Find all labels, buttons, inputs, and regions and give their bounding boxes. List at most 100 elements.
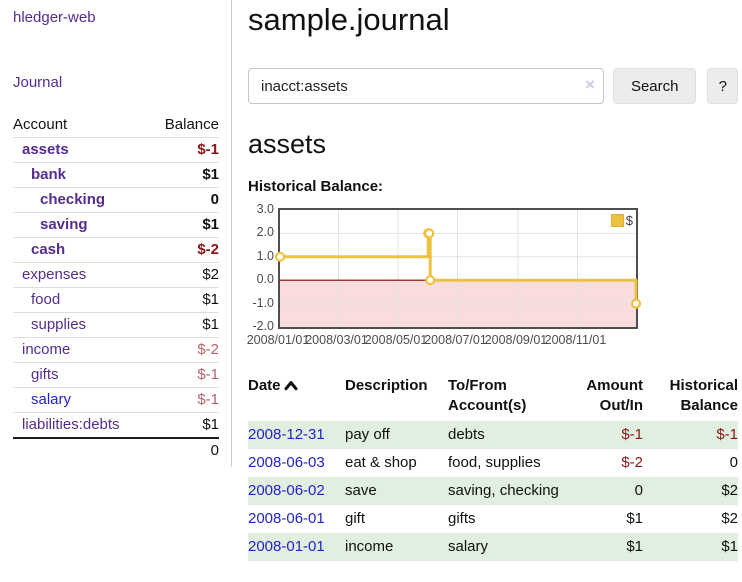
register-row: 2008-12-31 pay off debts $-1 $-1 <box>248 420 738 449</box>
app-title: hledger-web <box>13 9 219 27</box>
chart-x-axis: 2008/01/01 2008/03/01 2008/05/01 2008/07/01… <box>247 333 634 349</box>
register-description: gift <box>345 509 366 527</box>
register-row: 2008-06-01 gift gifts $1 $2 <box>248 505 738 533</box>
sidebar-account-link[interactable]: assets <box>22 141 69 158</box>
register-date-link[interactable]: 2008-01-01 <box>248 537 325 555</box>
register-balance: $1 <box>643 532 738 561</box>
register-row: 2008-06-02 save saving, checking 0 $2 <box>248 476 738 505</box>
sidebar-account-balance: $1 <box>149 162 219 188</box>
sidebar-account-link[interactable]: bank <box>31 166 67 183</box>
register-amount: $1 <box>578 532 643 561</box>
register-col-balance[interactable]: Historical Balance <box>669 377 738 415</box>
sidebar-account-link[interactable]: supplies <box>31 316 87 333</box>
sidebar-account-link[interactable]: cash <box>31 241 66 258</box>
register-balance: $-1 <box>643 420 738 449</box>
y-tick-label: 2.0 <box>256 225 274 240</box>
sidebar-account-balance: $-1 <box>149 362 219 388</box>
accounts-col-balance: Balance <box>164 116 219 133</box>
y-tick-label: 0.0 <box>256 272 274 287</box>
sidebar-account-balance: $1 <box>149 212 219 238</box>
sidebar-account-link[interactable]: salary <box>31 391 72 408</box>
sidebar-account-row: assets $-1 <box>13 137 219 163</box>
x-tick-label: 2008/03/01 <box>305 333 368 347</box>
sidebar-nav: Journal <box>13 74 219 92</box>
sidebar-account-row: checking 0 <box>13 187 219 213</box>
sidebar-account-link[interactable]: expenses <box>22 266 87 283</box>
y-tick-label: 3.0 <box>256 202 274 216</box>
register-amount: $1 <box>626 509 643 527</box>
search-input[interactable] <box>248 68 604 104</box>
sidebar-account-balance: 0 <box>149 187 219 213</box>
x-tick-label: 2008/09/01 <box>484 333 548 347</box>
accounts-total-row: 0 <box>13 437 219 463</box>
account-heading: assets <box>248 129 327 159</box>
sidebar-item-journal[interactable]: Journal <box>13 74 63 91</box>
sidebar-account-row: supplies $1 <box>13 312 219 338</box>
register-row: 2008-01-01 income salary $1 $1 <box>248 532 738 561</box>
x-tick-label: 2008/01/01 <box>246 333 310 347</box>
chart-canvas <box>274 210 642 327</box>
sidebar-account-row: cash $-2 <box>13 237 219 263</box>
register-date-link[interactable]: 2008-06-02 <box>248 481 325 499</box>
sidebar-account-row: liabilities:debts $1 <box>13 412 219 438</box>
main-content: sample.journal × Search ? assets Histori… <box>232 0 742 561</box>
register-col-accounts[interactable]: To/From Account(s) <box>448 377 527 415</box>
sidebar-account-balance: $1 <box>149 412 219 438</box>
sidebar-account-row: food $1 <box>13 287 219 313</box>
sort-asc-icon <box>283 381 298 391</box>
register-balance: $2 <box>643 476 738 505</box>
register-row: 2008-06-03 eat & shop food, supplies $-2 0 <box>248 449 738 477</box>
sidebar-account-link[interactable]: food <box>31 291 61 308</box>
register-accounts: salary <box>448 532 578 561</box>
accounts-header-row: Account Balance <box>13 113 219 138</box>
sidebar-account-link[interactable]: income <box>22 341 71 358</box>
sidebar-account-row: expenses $2 <box>13 262 219 288</box>
register-accounts: gifts <box>448 509 476 527</box>
sidebar-account-balance: $1 <box>149 312 219 338</box>
sidebar-account-row: income $-2 <box>13 337 219 363</box>
search-form: × Search ? <box>248 68 738 104</box>
register-col-date[interactable]: Date <box>248 374 345 421</box>
legend-label: $ <box>625 213 633 228</box>
chart-label: Historical Balance: <box>248 178 384 195</box>
page: hledger-web Journal Account Balance asse… <box>0 0 742 561</box>
sidebar-account-balance: $1 <box>149 287 219 313</box>
help-button[interactable]: ? <box>707 68 738 104</box>
sidebar-account-row: gifts $-1 <box>13 362 219 388</box>
historical-balance-chart: 3.0 2.0 1.0 0.0 -1.0 -2.0 $ 2008/01/01 2008/03… <box>247 202 643 354</box>
sidebar-account-link[interactable]: saving <box>40 216 88 233</box>
register-col-description[interactable]: Description <box>345 377 428 394</box>
sidebar-account-row: saving $1 <box>13 212 219 238</box>
y-tick-label: -1.0 <box>252 295 274 310</box>
app-title-link[interactable]: hledger-web <box>13 9 96 26</box>
register-amount: $-1 <box>578 420 643 449</box>
sidebar-account-row: salary $-1 <box>13 387 219 413</box>
register-description: income <box>345 532 448 561</box>
x-tick-label: 2008/05/01 <box>364 333 428 347</box>
sidebar-account-link[interactable]: liabilities:debts <box>22 416 120 433</box>
accounts-total-balance: 0 <box>149 437 219 463</box>
register-date-link[interactable]: 2008-06-03 <box>248 453 325 471</box>
x-tick-label: 2008/11/01 <box>544 333 607 347</box>
sidebar: hledger-web Journal Account Balance asse… <box>0 0 232 467</box>
x-tick-label: 2008/07/01 <box>424 333 487 347</box>
register-date-link[interactable]: 2008-06-01 <box>248 509 325 527</box>
register-amount: $-2 <box>621 453 643 471</box>
register-date-link[interactable]: 2008-12-31 <box>248 425 325 443</box>
sidebar-account-link[interactable]: checking <box>40 191 106 208</box>
sidebar-account-balance: $2 <box>149 262 219 288</box>
clear-search-icon[interactable]: × <box>585 75 595 94</box>
sidebar-account-balance: $-2 <box>149 337 219 363</box>
register-amount: 0 <box>578 476 643 505</box>
register-description: pay off <box>345 420 448 449</box>
page-title: sample.journal <box>248 2 450 37</box>
sidebar-account-balance: $-1 <box>149 387 219 413</box>
register-balance: $2 <box>721 509 738 527</box>
search-button[interactable]: Search <box>612 68 697 104</box>
chart-plot-area[interactable]: $ <box>274 208 642 329</box>
register-description: eat & shop <box>345 453 417 471</box>
register-col-amount[interactable]: Amount Out/In <box>586 377 643 415</box>
accounts-tree: Account Balance assets $-1 bank $1 checking 0… <box>13 113 219 463</box>
sidebar-account-link[interactable]: gifts <box>31 366 59 383</box>
register-accounts: debts <box>448 420 578 449</box>
